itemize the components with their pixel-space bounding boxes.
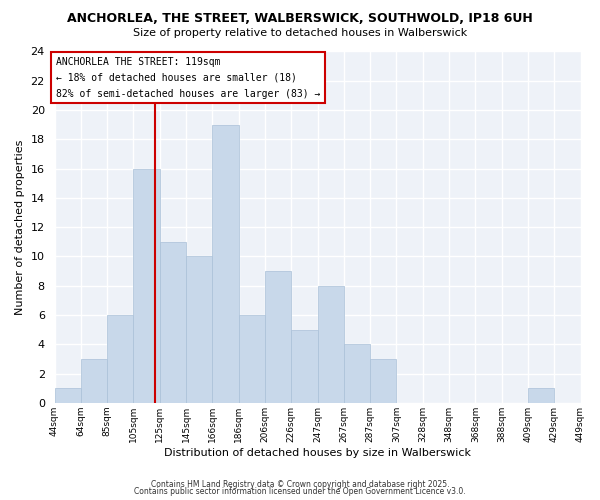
Bar — [528, 388, 554, 403]
Bar — [107, 315, 133, 403]
Text: Size of property relative to detached houses in Walberswick: Size of property relative to detached ho… — [133, 28, 467, 38]
Text: ANCHORLEA THE STREET: 119sqm
← 18% of detached houses are smaller (18)
82% of se: ANCHORLEA THE STREET: 119sqm ← 18% of de… — [56, 58, 320, 98]
X-axis label: Distribution of detached houses by size in Walberswick: Distribution of detached houses by size … — [164, 448, 471, 458]
Bar — [81, 359, 107, 403]
Bar — [265, 271, 291, 403]
Y-axis label: Number of detached properties: Number of detached properties — [15, 140, 25, 315]
Bar — [160, 242, 186, 403]
Bar — [133, 168, 160, 403]
Bar — [344, 344, 370, 403]
Bar — [186, 256, 212, 403]
Bar — [212, 124, 239, 403]
Bar — [370, 359, 397, 403]
Bar — [239, 315, 265, 403]
Bar — [55, 388, 81, 403]
Text: Contains public sector information licensed under the Open Government Licence v3: Contains public sector information licen… — [134, 488, 466, 496]
Bar — [291, 330, 317, 403]
Text: ANCHORLEA, THE STREET, WALBERSWICK, SOUTHWOLD, IP18 6UH: ANCHORLEA, THE STREET, WALBERSWICK, SOUT… — [67, 12, 533, 26]
Text: Contains HM Land Registry data © Crown copyright and database right 2025.: Contains HM Land Registry data © Crown c… — [151, 480, 449, 489]
Bar — [317, 286, 344, 403]
